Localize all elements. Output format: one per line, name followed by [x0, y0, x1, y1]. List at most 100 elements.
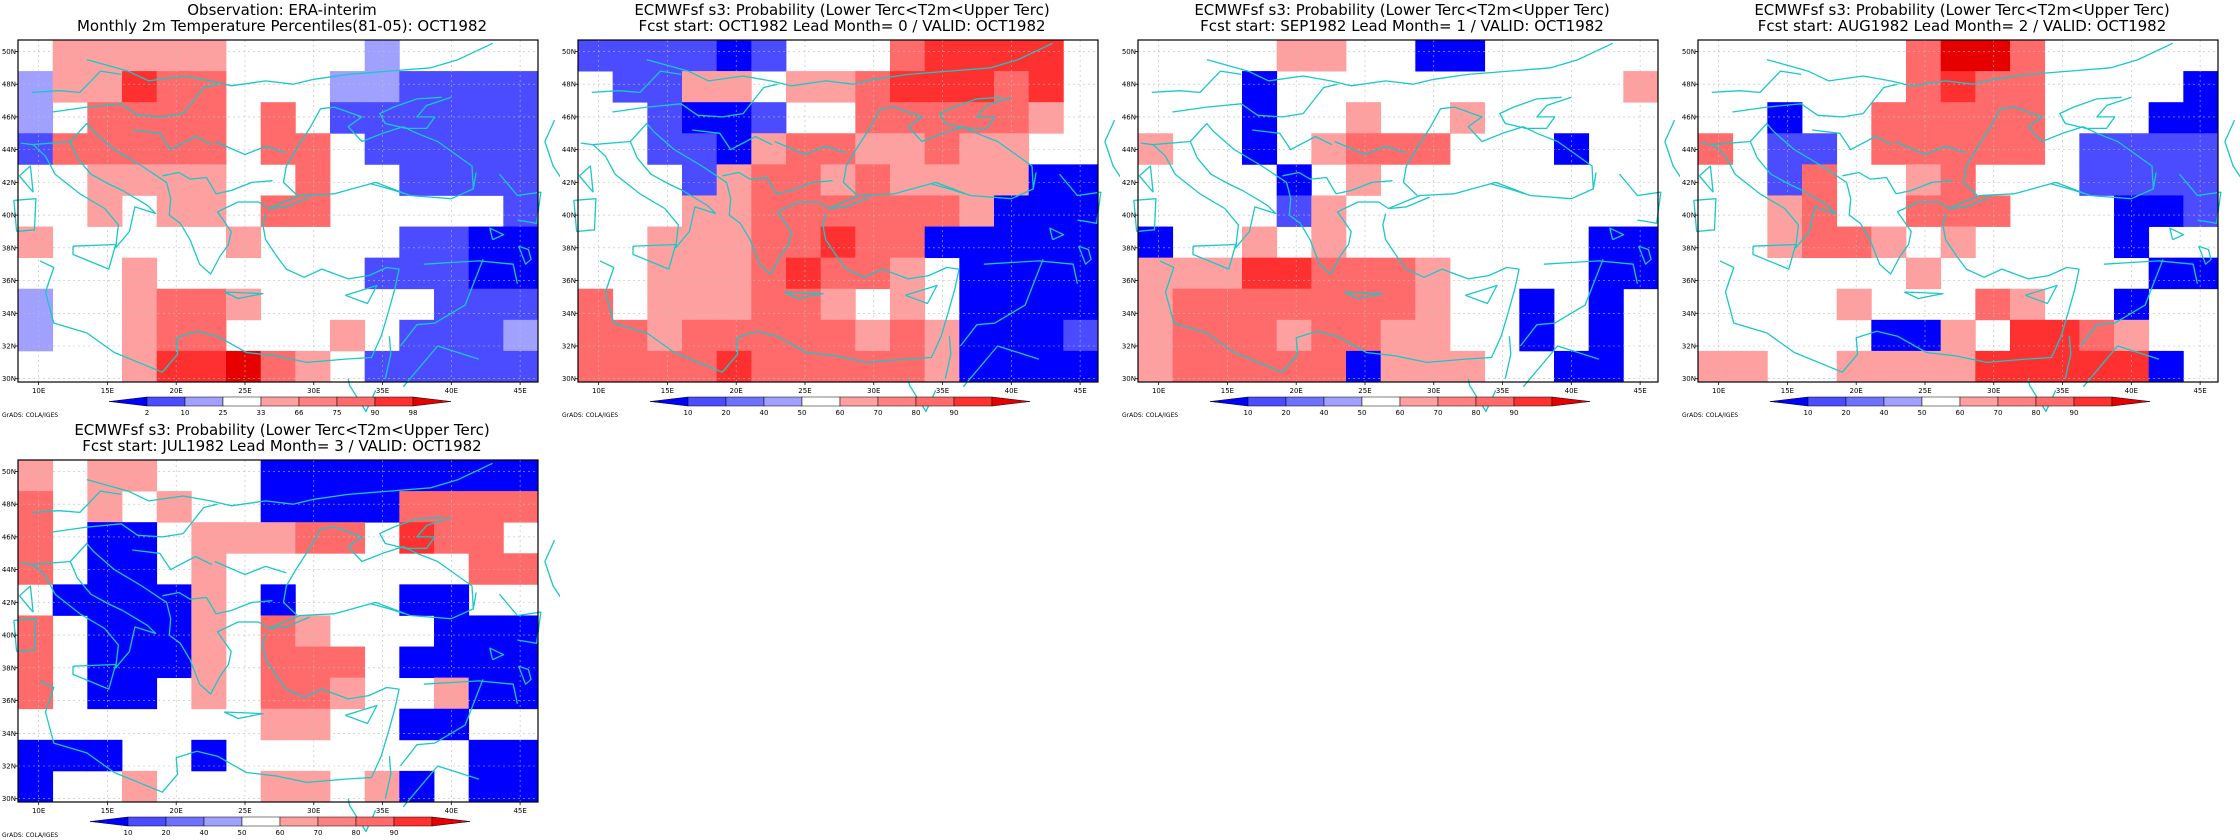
shaded-cell [751, 102, 787, 134]
shaded-cell [468, 133, 504, 165]
shaded-cell [1276, 40, 1312, 72]
shaded-cell [52, 584, 88, 616]
shaded-cell [1380, 257, 1416, 290]
shaded-cell [468, 739, 504, 772]
panel-subtitle: Fcst start: SEP1982 Lead Month= 1 / VALI… [1200, 17, 1604, 35]
coastline [2224, 119, 2240, 178]
coastline [518, 665, 532, 685]
lon-label: 30E [867, 387, 880, 395]
shaded-cell [503, 133, 539, 165]
shaded-cell [191, 195, 227, 227]
shaded-cell [1346, 288, 1382, 321]
colorbar-segment [2111, 396, 2151, 407]
colorbar-segment [915, 396, 955, 407]
shaded-cell [260, 522, 296, 554]
shaded-cell [468, 553, 504, 585]
shaded-cell [260, 708, 296, 741]
shaded-cell [1028, 195, 1064, 227]
coastline [1334, 140, 1407, 156]
latitude-axis: 30N 32N 34N 36N 38N 40N 42N 44N 46N 48N 50N [2, 468, 18, 803]
panel-title: Observation: ERA-interim [187, 1, 377, 19]
colorbar-segment [1883, 396, 1923, 407]
shaded-cell [890, 226, 926, 259]
shaded-cell [1802, 164, 1838, 196]
shaded-cell [191, 584, 227, 616]
shaded-cell [156, 584, 192, 616]
shaded-cell [1836, 350, 1872, 383]
shaded-cell [364, 257, 400, 290]
colorbar: 2 10 25 33 66 75 90 98 [108, 396, 452, 417]
panel-subtitle: Monthly 2m Temperature Percentiles(81-05… [77, 17, 487, 35]
coastline [591, 106, 1034, 275]
shaded-cell [1063, 164, 1099, 196]
coastline [1151, 70, 1242, 94]
lat-label: 30N [2, 795, 16, 803]
lat-label: 42N [2, 179, 16, 187]
latitude-axis: 30N 32N 34N 36N 38N 40N 42N 44N 46N 48N 50N [2, 48, 18, 383]
shaded-cell [156, 288, 192, 321]
shaded-cell [468, 646, 504, 679]
shaded-cell [330, 460, 366, 492]
shaded-cell [122, 677, 158, 710]
shaded-cell [1975, 71, 2011, 103]
lon-label: 40E [1565, 387, 1578, 395]
coastline [646, 42, 1053, 87]
colorbar-label: 60 [1396, 409, 1405, 417]
shaded-cell [434, 708, 470, 741]
shaded-cell [1242, 102, 1278, 134]
lon-label: 25E [798, 387, 811, 395]
shaded-cell [87, 584, 123, 616]
colorbar-label: 90 [371, 409, 380, 417]
lon-label: 15E [661, 387, 674, 395]
shaded-cell [1906, 257, 1942, 290]
grads-credit: GrADS: COLA/IGES [2, 412, 58, 419]
shaded-cell [1138, 319, 1174, 352]
colorbar-segment [687, 396, 727, 407]
shaded-cell [1802, 226, 1838, 259]
lat-label: 48N [562, 81, 576, 89]
shaded-cell [1380, 350, 1416, 383]
lat-label: 38N [1122, 244, 1136, 252]
shaded-cell [1940, 40, 1976, 72]
coastline [591, 70, 682, 94]
shaded-cell [295, 491, 331, 523]
coastlines [573, 42, 1120, 413]
lon-label: 20E [170, 807, 183, 815]
coastline [774, 140, 847, 156]
shaded-cell [2148, 102, 2184, 134]
shaded-cell [191, 288, 227, 321]
lat-label: 32N [1682, 343, 1696, 351]
colorbar-label: 90 [1510, 409, 1519, 417]
colorbar-segment [953, 396, 993, 407]
shaded-cell [503, 319, 539, 352]
coastline [1059, 173, 1102, 224]
shaded-cell [1242, 226, 1278, 259]
shaded-cell [399, 708, 435, 741]
coastline [224, 711, 264, 720]
shaded-cell [468, 770, 504, 803]
lon-label: 15E [1221, 387, 1234, 395]
coastline [224, 291, 264, 300]
shaded-cell [87, 615, 123, 647]
shaded-cell [1242, 350, 1278, 383]
lat-label: 50N [2, 468, 16, 476]
shaded-cell [751, 164, 787, 196]
shaded-cell [716, 164, 752, 196]
colorbar-label: 80 [352, 829, 361, 837]
shaded-cell [1906, 319, 1942, 352]
lat-label: 38N [2, 664, 16, 672]
shaded-cell [2114, 288, 2150, 321]
shaded-cell [1415, 133, 1451, 165]
coastline [1104, 119, 1120, 178]
shaded-cell [156, 195, 192, 227]
coastline [20, 561, 157, 669]
shaded-cell [122, 584, 158, 616]
colorbar-label: 70 [1994, 409, 2003, 417]
lon-label: 35E [2056, 387, 2069, 395]
lat-label: 48N [1682, 81, 1696, 89]
coastline [345, 704, 378, 725]
shaded-cell [87, 71, 123, 103]
colorbar-label: 40 [1880, 409, 1889, 417]
lat-label: 38N [562, 244, 576, 252]
shaded-cell [330, 646, 366, 679]
